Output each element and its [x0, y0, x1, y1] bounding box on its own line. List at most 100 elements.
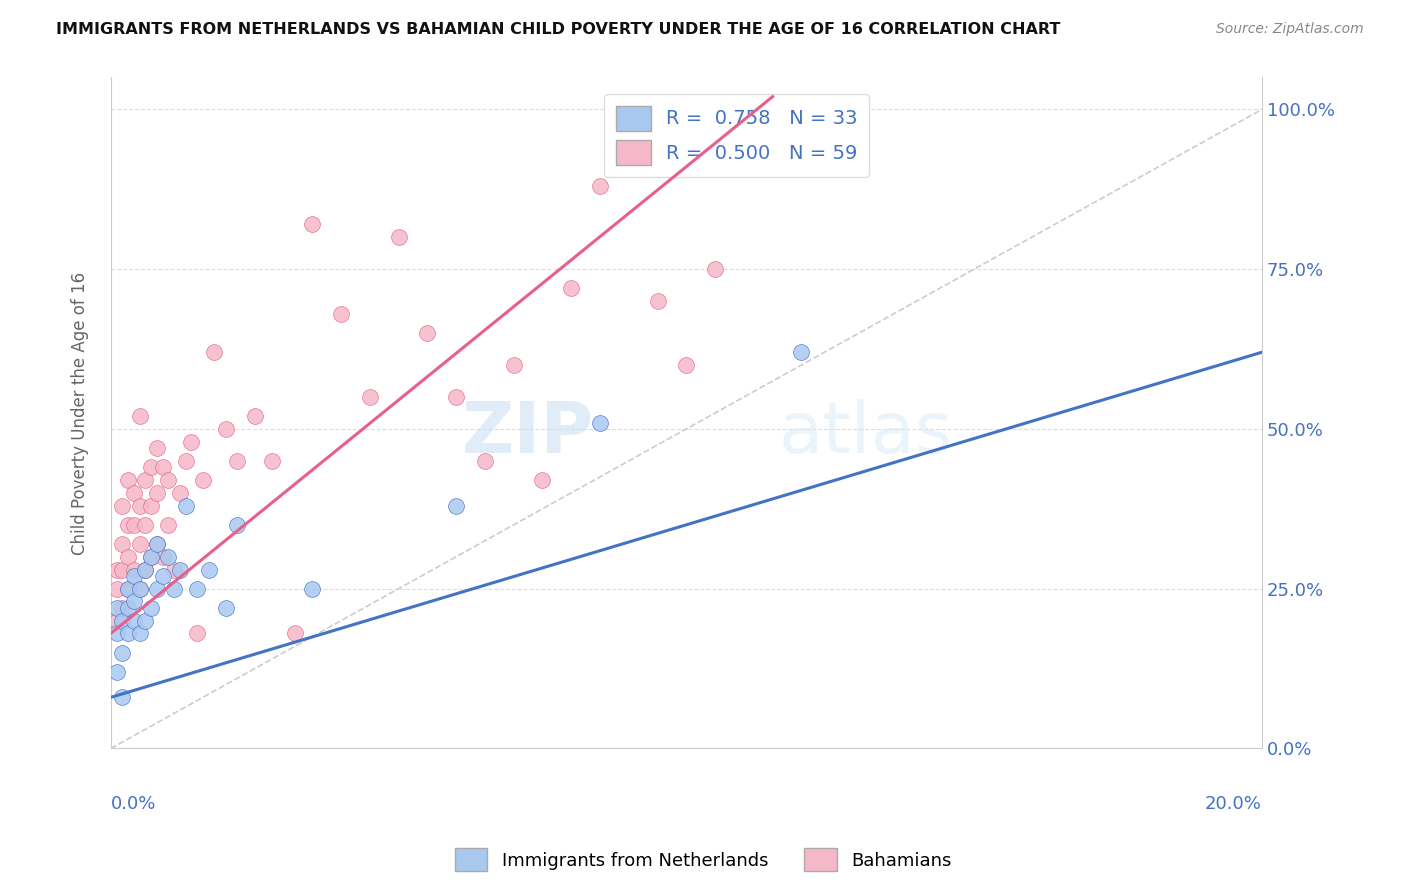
Point — [134, 473, 156, 487]
Point — [111, 537, 134, 551]
Text: Source: ZipAtlas.com: Source: ZipAtlas.com — [1216, 22, 1364, 37]
Point — [163, 562, 186, 576]
Point — [105, 665, 128, 679]
Point — [128, 499, 150, 513]
Point — [387, 230, 409, 244]
Text: 0.0%: 0.0% — [111, 796, 156, 814]
Point — [134, 517, 156, 532]
Point — [111, 646, 134, 660]
Point — [301, 582, 323, 596]
Point — [117, 626, 139, 640]
Point — [146, 582, 169, 596]
Point — [186, 626, 208, 640]
Point — [197, 562, 219, 576]
Point — [260, 454, 283, 468]
Point — [301, 218, 323, 232]
Point — [111, 562, 134, 576]
Point — [180, 434, 202, 449]
Point — [243, 409, 266, 424]
Point — [589, 179, 612, 194]
Text: 20.0%: 20.0% — [1205, 796, 1263, 814]
Point — [647, 294, 669, 309]
Point — [589, 416, 612, 430]
Point — [444, 390, 467, 404]
Point — [139, 549, 162, 564]
Point — [111, 690, 134, 705]
Point — [128, 626, 150, 640]
Point — [157, 473, 180, 487]
Point — [146, 486, 169, 500]
Point — [134, 562, 156, 576]
Point — [111, 614, 134, 628]
Point — [330, 307, 353, 321]
Point — [502, 358, 524, 372]
Point — [202, 345, 225, 359]
Point — [134, 562, 156, 576]
Point — [790, 345, 813, 359]
Point — [560, 281, 582, 295]
Point — [174, 454, 197, 468]
Point — [139, 460, 162, 475]
Point — [152, 569, 174, 583]
Point — [152, 460, 174, 475]
Point — [284, 626, 307, 640]
Point — [105, 614, 128, 628]
Point — [111, 499, 134, 513]
Point — [122, 486, 145, 500]
Point — [128, 537, 150, 551]
Point — [157, 549, 180, 564]
Point — [105, 626, 128, 640]
Point — [675, 358, 697, 372]
Point — [134, 614, 156, 628]
Point — [444, 499, 467, 513]
Point — [146, 537, 169, 551]
Legend: Immigrants from Netherlands, Bahamians: Immigrants from Netherlands, Bahamians — [447, 841, 959, 879]
Point — [152, 549, 174, 564]
Point — [139, 499, 162, 513]
Point — [163, 582, 186, 596]
Point — [215, 600, 238, 615]
Point — [122, 594, 145, 608]
Point — [416, 326, 439, 340]
Point — [139, 600, 162, 615]
Point — [186, 582, 208, 596]
Point — [117, 549, 139, 564]
Text: IMMIGRANTS FROM NETHERLANDS VS BAHAMIAN CHILD POVERTY UNDER THE AGE OF 16 CORREL: IMMIGRANTS FROM NETHERLANDS VS BAHAMIAN … — [56, 22, 1060, 37]
Point — [139, 549, 162, 564]
Point — [733, 115, 755, 129]
Point — [117, 473, 139, 487]
Point — [105, 600, 128, 615]
Point — [117, 517, 139, 532]
Point — [128, 582, 150, 596]
Point — [146, 537, 169, 551]
Point — [226, 454, 249, 468]
Point — [117, 582, 139, 596]
Point — [105, 582, 128, 596]
Point — [122, 569, 145, 583]
Point — [146, 441, 169, 455]
Point — [617, 153, 640, 168]
Point — [704, 262, 727, 277]
Point — [215, 422, 238, 436]
Point — [169, 562, 191, 576]
Text: atlas: atlas — [779, 399, 953, 467]
Point — [117, 582, 139, 596]
Point — [474, 454, 496, 468]
Point — [531, 473, 554, 487]
Point — [169, 486, 191, 500]
Point — [128, 582, 150, 596]
Y-axis label: Child Poverty Under the Age of 16: Child Poverty Under the Age of 16 — [72, 271, 89, 555]
Legend: R =  0.758   N = 33, R =  0.500   N = 59: R = 0.758 N = 33, R = 0.500 N = 59 — [605, 94, 869, 177]
Point — [117, 600, 139, 615]
Point — [122, 614, 145, 628]
Point — [105, 562, 128, 576]
Point — [191, 473, 214, 487]
Text: ZIP: ZIP — [463, 399, 595, 467]
Point — [226, 517, 249, 532]
Point — [157, 517, 180, 532]
Point — [174, 499, 197, 513]
Point — [128, 409, 150, 424]
Point — [122, 562, 145, 576]
Point — [122, 517, 145, 532]
Point — [359, 390, 381, 404]
